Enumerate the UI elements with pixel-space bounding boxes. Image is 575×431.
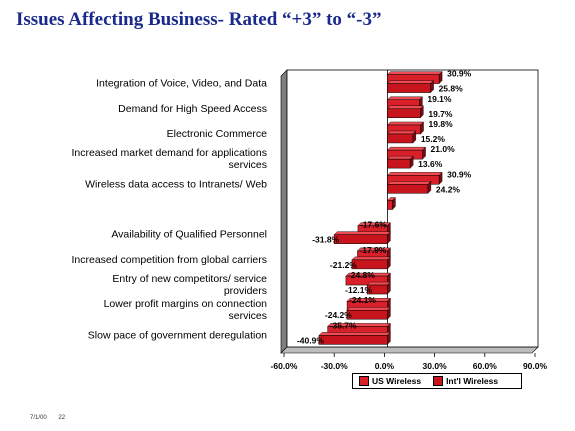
data-label-intl-wireless: 25.8% xyxy=(439,84,464,94)
category-label: Increased market demand for applications xyxy=(71,147,267,159)
data-label-intl-wireless: 24.2% xyxy=(436,184,461,194)
legend-item-us-wireless: US Wireless xyxy=(359,376,421,386)
x-tick-label: 90.0% xyxy=(523,361,548,371)
bar-intl-wireless xyxy=(333,234,388,244)
data-label-intl-wireless: 13.6% xyxy=(418,159,443,169)
x-tick-label: -30.0% xyxy=(321,361,348,371)
data-label-us-wireless: 30.9% xyxy=(447,169,472,179)
data-label-us-wireless: 21.0% xyxy=(431,144,456,154)
bar-intl-wireless xyxy=(387,108,421,119)
bar-us-wireless xyxy=(387,200,393,210)
legend-item-intl-wireless: Int'l Wireless xyxy=(433,376,498,386)
data-label-us-wireless: 30.9% xyxy=(447,69,472,79)
category-label: providers xyxy=(224,285,267,297)
bar-intl-wireless-top xyxy=(386,181,432,185)
x-tick-label: 30.0% xyxy=(423,361,448,371)
category-label: services xyxy=(228,310,267,322)
category-label: Lower profit margins on connection xyxy=(104,298,268,310)
bar-us-wireless xyxy=(345,275,388,286)
category-label: Electronic Commerce xyxy=(167,128,268,140)
bar-intl-wireless xyxy=(318,335,388,345)
bar-intl-wireless-top xyxy=(318,332,391,336)
slide-footer: 7/1/00 22 xyxy=(30,415,75,421)
bar-us-wireless-top xyxy=(386,146,427,151)
category-label: Demand for High Speed Access xyxy=(118,103,267,115)
data-label-us-wireless: -24.8% xyxy=(348,270,375,280)
x-tick-label: 60.0% xyxy=(473,361,498,371)
data-label-intl-wireless: -31.8% xyxy=(312,235,339,245)
data-label-intl-wireless: -21.2% xyxy=(330,260,357,270)
bar-intl-wireless xyxy=(346,309,388,320)
bar-intl-wireless-top xyxy=(333,231,391,235)
chart-legend: US Wireless Int'l Wireless xyxy=(352,373,522,389)
legend-label-us-wireless: US Wireless xyxy=(372,376,422,386)
legend-label-intl-wireless: Int'l Wireless xyxy=(446,376,499,386)
data-label-us-wireless: -17.9% xyxy=(359,245,386,255)
category-label: Wireless data access to Intranets/ Web xyxy=(85,178,267,190)
bar-intl-wireless xyxy=(387,158,411,169)
data-label-us-wireless: -24.1% xyxy=(349,295,376,305)
legend-swatch-intl-wireless xyxy=(433,376,444,386)
bar-intl-wireless-top xyxy=(346,307,391,311)
category-label: Availability of Qualified Personnel xyxy=(111,229,267,241)
bar-intl-wireless-top xyxy=(386,130,417,135)
bar-us-wireless-top xyxy=(386,71,443,75)
data-label-us-wireless: 19.1% xyxy=(427,94,452,104)
data-label-us-wireless: -17.6% xyxy=(360,220,387,230)
slide-title: Issues Affecting Business- Rated “+3” to… xyxy=(16,9,382,30)
bar-us-wireless-top xyxy=(386,121,425,126)
bar-intl-wireless xyxy=(387,133,414,144)
bar-intl-wireless-top xyxy=(386,155,414,160)
category-label: Increased competition from global carrie… xyxy=(71,254,267,266)
bar-intl-wireless-top xyxy=(386,80,435,84)
category-label: services xyxy=(228,159,267,171)
footer-page-number: 22 xyxy=(58,415,66,421)
category-label: Slow pace of government deregulation xyxy=(88,329,267,341)
data-label-intl-wireless: -40.9% xyxy=(297,335,324,345)
data-label-us-wireless: -35.7% xyxy=(330,320,357,330)
bar-intl-wireless xyxy=(366,284,388,295)
bar-us-wireless-top xyxy=(386,172,443,176)
x-tick-label: 0.0% xyxy=(375,361,395,371)
data-label-intl-wireless: 19.7% xyxy=(428,109,453,119)
category-label: Entry of new competitors/ service xyxy=(112,273,267,285)
bar-intl-wireless xyxy=(351,259,388,270)
category-label: Integration of Voice, Video, and Data xyxy=(96,78,267,90)
x-tick-label: -60.0% xyxy=(271,361,298,371)
footer-date: 7/1/00 xyxy=(30,415,47,421)
bar-intl-wireless-top xyxy=(386,105,424,109)
plot-area xyxy=(286,69,539,348)
data-label-intl-wireless: -12.1% xyxy=(345,285,372,295)
data-label-us-wireless: 19.8% xyxy=(429,119,454,129)
bar-intl-wireless xyxy=(387,184,429,194)
bar-intl-wireless-top xyxy=(351,256,391,261)
bar-intl-wireless xyxy=(387,83,431,93)
chart-floor xyxy=(280,346,539,354)
legend-swatch-us-wireless xyxy=(359,376,369,386)
bar-us-wireless-top xyxy=(386,96,423,100)
data-label-intl-wireless: 15.2% xyxy=(421,134,446,144)
chart-left-wall xyxy=(280,69,288,354)
data-label-intl-wireless: -24.2% xyxy=(325,310,352,320)
